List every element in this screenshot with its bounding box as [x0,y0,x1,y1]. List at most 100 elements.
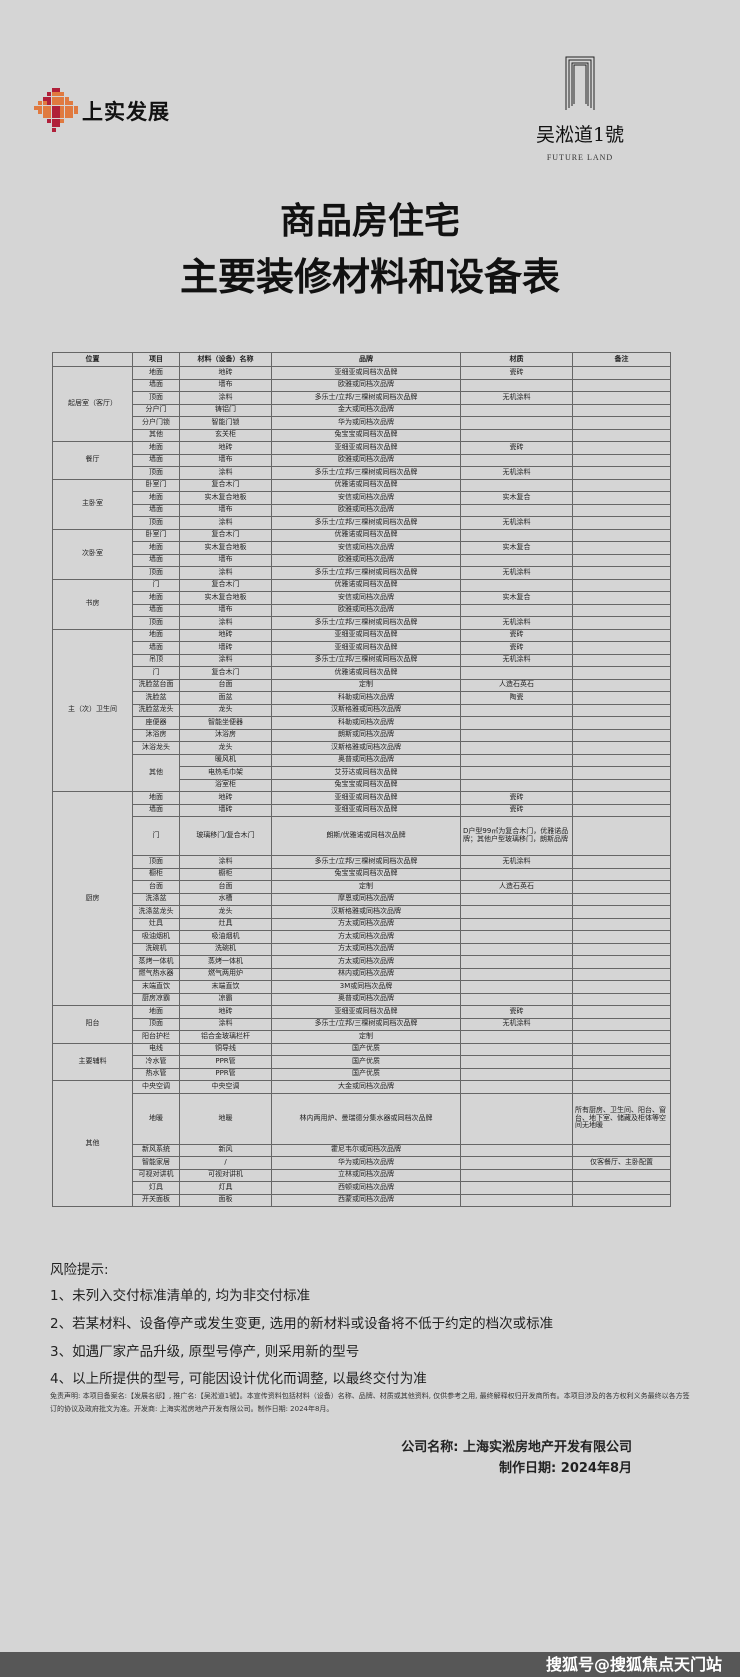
column-header: 材质 [460,352,573,367]
item-cell: 地面 [132,628,180,642]
brand-cell: 汉斯格雅或同档次品牌 [271,703,461,717]
item-cell: 沐浴龙头 [132,741,180,755]
company-name: 公司名称: 上海实淞房地产开发有限公司 [401,1440,632,1455]
logo-square [51,101,56,106]
item-cell: 燃气热水器 [132,967,180,981]
material-cell: 面板 [179,1193,272,1207]
logo-square [60,114,65,119]
item-cell: 地面 [132,791,180,805]
risk-item: 2、若某材料、设备停产或发生变更, 选用的新材料或设备将不低于约定的档次或标准 [50,1316,554,1332]
note-cell [572,905,671,919]
brand-cell: 多乐士/立邦/三棵树或同档次品牌 [271,1017,461,1031]
location-cell: 起居室（客厅） [52,366,133,442]
material-cell: 洗碗机 [179,942,272,956]
item-cell: 座便器 [132,716,180,730]
material-cell: 复合木门 [179,478,272,492]
texture-cell [460,478,573,492]
production-date: 制作日期: 2024年8月 [499,1461,632,1476]
material-cell: 吸油烟机 [179,930,272,944]
brand-cell: 朗斯或同档次品牌 [271,728,461,742]
table-row: 厨房 地面 地砖 亚细亚或同档次品牌 瓷砖 [52,791,671,1006]
logo-square [51,96,56,101]
logo-square [69,110,74,114]
texture-cell [460,905,573,919]
table-row: 洗涤盆龙头 龙头 汉斯格雅或同档次品牌 [53,905,671,919]
texture-cell [460,1168,573,1182]
brand-cell: 国产优质 [271,1067,461,1081]
table-row: 顶面 涂料 多乐士/立邦/三棵树或同档次品牌 无机涂料 [53,855,671,869]
brand-cell: 奥普或同档次品牌 [271,992,461,1006]
brand-cell: 优雅诺或同档次品牌 [271,666,461,680]
brand-cell: 方太或同档次品牌 [271,930,461,944]
note-cell [572,1005,671,1019]
table-row: 台面 台面 定制 人造石英石 [53,880,671,894]
material-cell: 智能门锁 [179,416,272,430]
material-cell: 龙头 [179,741,272,755]
item-cell: 中央空调 [132,1080,180,1094]
texture-cell [460,778,573,792]
material-cell: 地砖 [179,1005,272,1019]
texture-cell [460,930,573,944]
column-header: 位置 [52,352,133,367]
texture-cell [460,728,573,742]
table-row: 吊顶 涂料 多乐士/立邦/三棵树或同档次品牌 无机涂料 [53,653,671,667]
table-row: 燃气热水器 燃气两用炉 林内或同档次品牌 [53,967,671,981]
logo-square [64,96,69,101]
logo-square [47,92,52,97]
texture-cell [460,992,573,1006]
risk-item: 1、未列入交付标准清单的, 均为非交付标准 [50,1288,311,1304]
material-cell: 龙头 [179,905,272,919]
item-cell: 洗脸盆 [132,691,180,705]
item-cell: 开关面板 [132,1193,180,1207]
note-cell [572,616,671,630]
note-cell [572,678,671,692]
texture-cell [460,1156,573,1170]
brand-cell: 欧雅或同档次品牌 [271,453,461,467]
texture-cell [460,1193,573,1207]
table-row: 起居室（客厅） 地面 地砖 亚细亚或同档次品牌 瓷砖 [52,366,671,442]
texture-cell [460,942,573,956]
table-row: 顶面 涂料 多乐士/立邦/三棵树或同档次品牌 无机涂料 [53,566,671,580]
table-row: 顶面 涂料 多乐士/立邦/三棵树或同档次品牌 无机涂料 [53,616,671,630]
note-cell [572,441,671,455]
brand-cell: 立林或同档次品牌 [271,1168,461,1182]
logo-square [56,105,60,110]
brand-cell: 奥普或同档次品牌 [271,753,461,767]
materials-table: 位置 项目 材料（设备）名称 品牌 材质 备注 起居室（客厅） 地面 地砖 亚细亚或同档次品牌瓷… [52,352,671,1207]
table-row: 电热毛巾架 艾芬达或同档次品牌 [53,766,671,780]
material-cell: 墙布 [179,603,272,617]
table-row: 开关面板 面板 西蒙或同档次品牌 [53,1193,671,1207]
item-cell: 墙面 [132,553,180,567]
logo-square [73,105,78,110]
texture-cell [460,1030,573,1044]
material-cell: 中央空调 [179,1080,272,1094]
texture-cell [460,603,573,617]
texture-cell [460,741,573,755]
texture-cell [460,1181,573,1195]
brand-cell: 国产优质 [271,1055,461,1069]
note-cell: 所有厨房、卫生间、阳台、窗台、地下室、储藏及柜体等空间无地暖 [572,1092,671,1145]
location-cell: 次卧室 [52,528,133,580]
texture-cell [460,753,573,767]
note-cell [572,741,671,755]
note-cell [572,803,671,817]
material-cell: 墙布 [179,453,272,467]
material-cell: 墙砖 [179,803,272,817]
note-cell [572,917,671,931]
brand-cell: 大金或同档次品牌 [271,1080,461,1094]
material-cell: 涂料 [179,566,272,580]
brand-cell: 科勒或同档次品牌 [271,716,461,730]
texture-cell: 无机涂料 [460,855,573,869]
table-row: 冷水管 PPR管 国产优质 [53,1055,671,1069]
item-cell: 顶面 [132,855,180,869]
brand-cell: 3M或同档次品牌 [271,980,461,994]
brand-cell: 亚细亚或同档次品牌 [271,366,461,380]
table-row: 沐浴房 沐浴房 朗斯或同档次品牌 [53,728,671,742]
table-row: 智能家居 / 华为或同档次品牌 仅客餐厅、主卧配置 [53,1156,671,1170]
item-cell: 地面 [132,491,180,505]
logo-square [56,101,60,106]
note-cell [572,391,671,405]
brand-cell: 方太或同档次品牌 [271,955,461,969]
table-row: 墙面 墙布 欧雅或同档次品牌 [53,553,671,567]
table-row: 地暖 地暖 林内两用炉、曼瑞德分集水器或同档次品牌 所有厨房、卫生间、阳台、窗台、地下… [53,1092,671,1145]
